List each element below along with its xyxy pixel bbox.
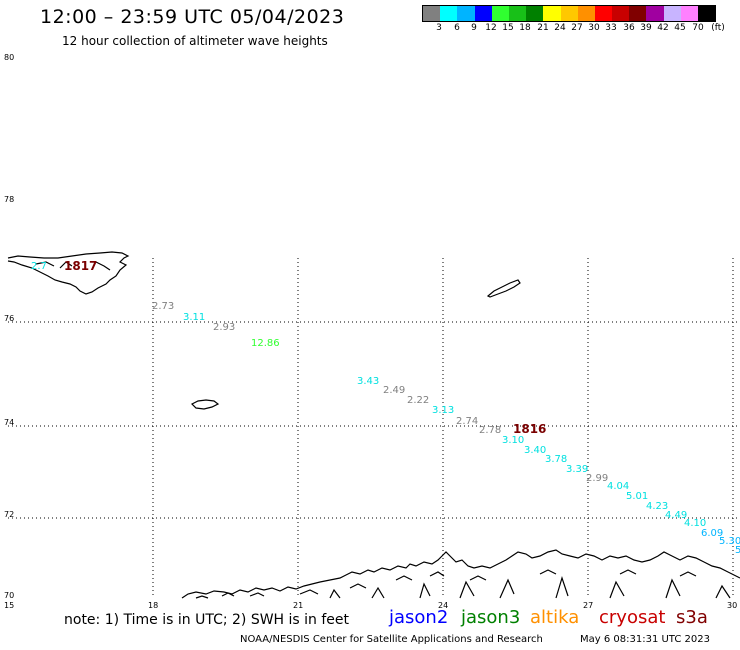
satellite-label: jason3 [461,607,521,628]
lon-label: 30 [727,601,737,610]
legend-swatch [646,6,664,21]
swh-label: 12.86 [251,338,280,349]
graticule [8,258,740,598]
swh-label: 3.39 [566,464,588,475]
legend-swatch [663,6,681,21]
legend-swatch [594,6,613,21]
legend-label: 24 [554,23,566,33]
legend-swatch [526,6,544,21]
legend-label: 30 [588,23,600,33]
swh-label: 4.49 [665,510,687,521]
swh-label: 3.40 [524,445,546,456]
swh-label: 3.78 [545,454,567,465]
svalbard-detail [35,261,111,271]
legend-swatch [560,6,578,21]
legend-swatch [680,6,698,21]
lon-label: 27 [583,601,593,610]
swh-label: 5.01 [626,491,648,502]
legend-label: 33 [605,23,617,33]
swh-label: 4.04 [607,481,629,492]
swh-label: 5.30 [719,536,740,547]
swh-label: 2.22 [407,395,429,406]
legend-label: 9 [471,23,477,33]
swh-label: 6.09 [701,528,723,539]
swh-label: 2.49 [383,385,405,396]
norway-islands [195,569,697,599]
lon-label: 21 [293,601,303,610]
legend-label: (ft) [711,23,725,33]
swh-label: 3.13 [432,405,454,416]
swh-label: 2.78 [479,425,501,436]
lat-label: 80 [4,53,14,62]
legend-swatch [508,6,527,21]
norway-coast [181,549,740,599]
swh-label: 3.43 [357,376,379,387]
bear-island-coast [190,399,220,410]
legend-label: 3 [436,23,442,33]
satellite-label: altika [530,607,580,628]
lat-label: 76 [4,314,14,323]
lon-label: 24 [438,601,448,610]
map-subtitle: 12 hour collection of altimeter wave hei… [62,34,328,48]
legend-swatch [629,6,647,21]
swh-label: 2.93 [213,322,235,333]
legend-swatch [423,6,441,21]
lat-label: 78 [4,195,14,204]
coastlines [7,251,740,599]
lon-label: 15 [4,601,14,610]
footer-note: note: 1) Time is in UTC; 2) SWH is in fe… [64,612,350,628]
legend-swatch [474,6,492,21]
swh-label: 2.7 [31,261,47,272]
norway-fjords [329,576,731,599]
legend-swatch [612,6,630,21]
legend-swatch [491,6,509,21]
swh-label: 2.73 [152,301,174,312]
legend-label: 45 [674,23,686,33]
legend-swatch [457,6,475,21]
lon-label: 18 [148,601,158,610]
lat-label: 72 [4,510,14,519]
satellite-label: cryosat [599,607,666,628]
legend-swatch [698,6,716,21]
legend-label: 39 [640,23,652,33]
color-legend [422,5,717,22]
swh-label: 2.74 [456,416,478,427]
swh-label: 4.10 [684,518,706,529]
legend-label: 42 [657,23,669,33]
legend-swatch [440,6,458,21]
legend-label: 18 [519,23,531,33]
swh-label: 2.99 [586,473,608,484]
legend-swatch [577,6,595,21]
satellite-label: jason2 [389,607,449,628]
lat-label: 74 [4,418,14,427]
legend-label: 6 [454,23,460,33]
swh-label: 3.11 [183,312,205,323]
lat-label: 70 [4,591,14,600]
legend-label: 70 [692,23,704,33]
swh-label: 3.10 [502,435,524,446]
legend-label: 21 [537,23,549,33]
station-label: 1816 [513,422,546,436]
legend-label: 15 [502,23,514,33]
legend-label: 12 [485,23,497,33]
generated-timestamp: May 6 08:31:31 UTC 2023 [580,634,710,645]
map-title: 12:00 – 23:59 UTC 05/04/2023 [40,6,345,28]
swh-label: 4.23 [646,501,668,512]
credit-line: NOAA/NESDIS Center for Satellite Applica… [240,634,543,645]
satellite-label: s3a [676,607,708,628]
hopen-island-coast [486,279,521,298]
legend-label: 27 [571,23,583,33]
legend-swatch [543,6,561,21]
swh-labels: 2.73 3.11 2.93 12.86 3.43 2.49 2.22 3.13… [31,261,740,556]
legend-label: 36 [623,23,635,33]
svalbard-coast [7,251,130,295]
legend-labels: 3 6 9 12 15 18 21 24 27 30 33 36 39 42 4… [422,23,740,35]
swh-label: 5 [735,545,740,556]
station-label: 1817 [64,259,97,273]
